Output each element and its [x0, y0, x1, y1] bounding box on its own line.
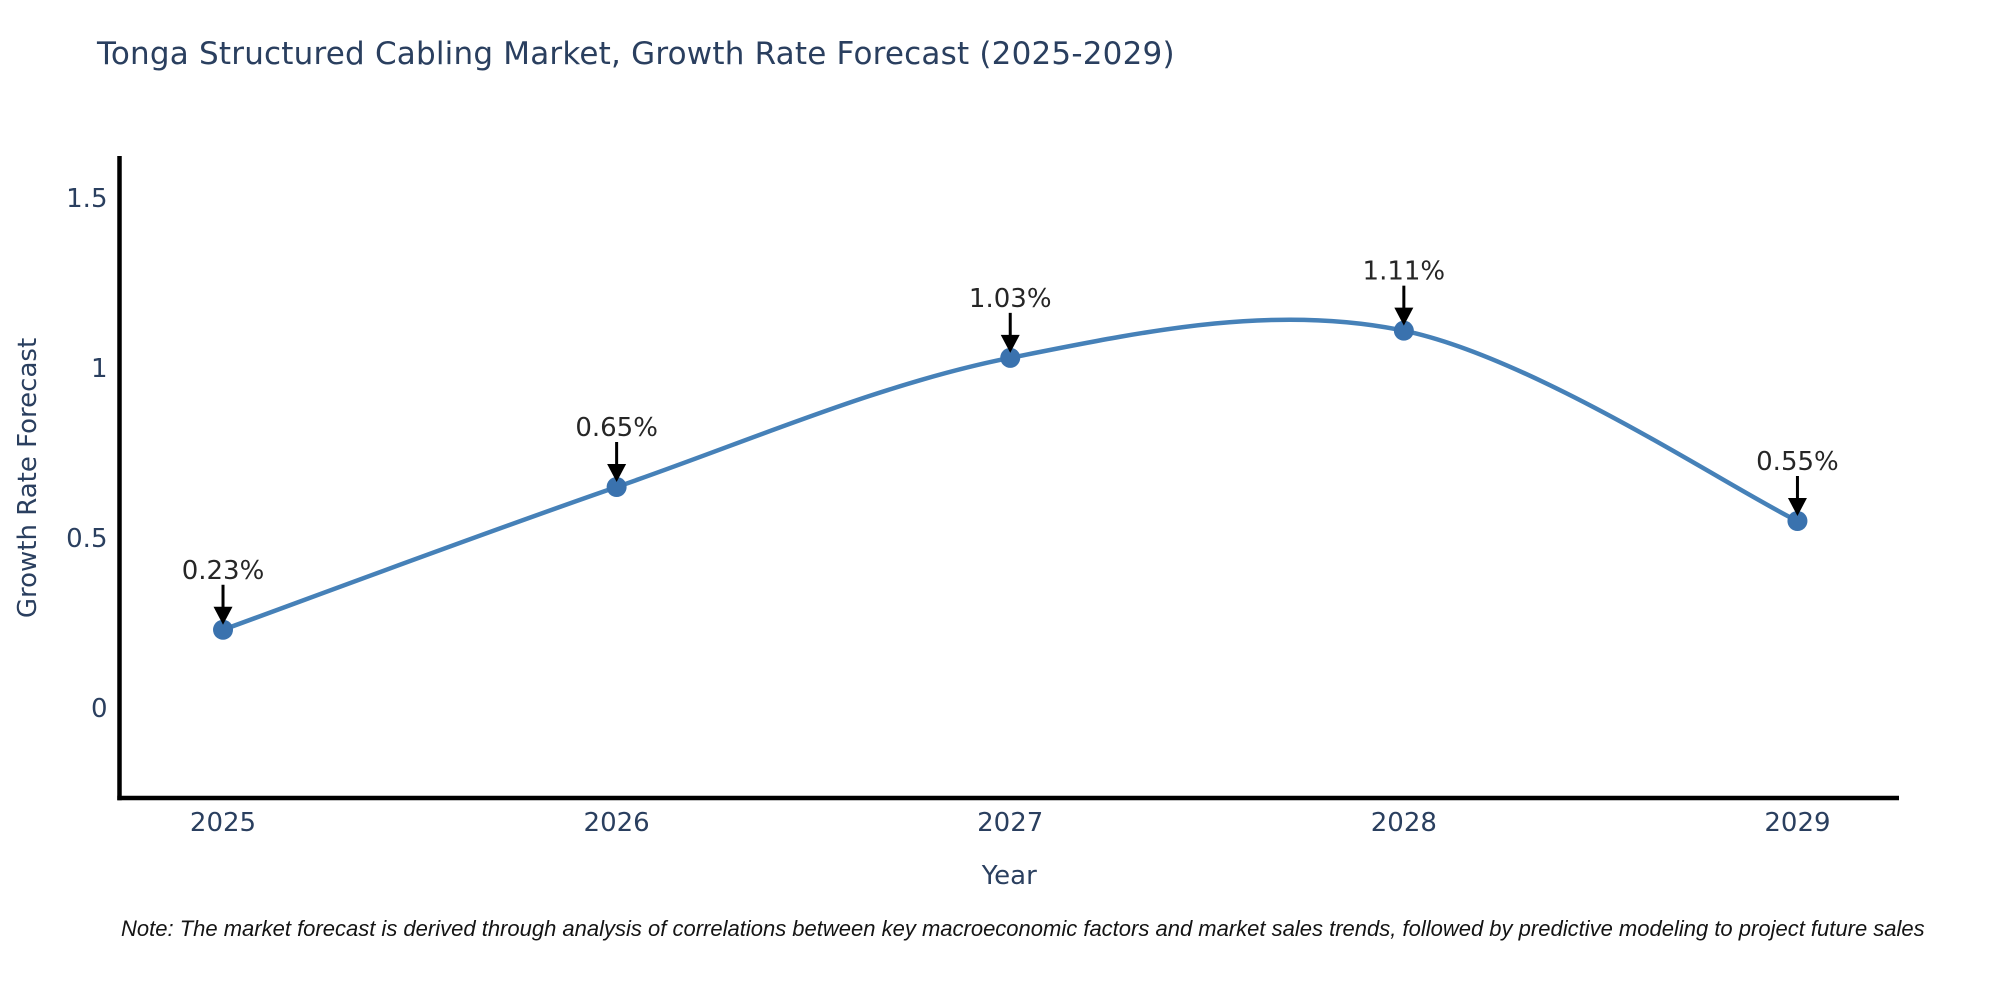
x-tick-label: 2025	[190, 808, 256, 838]
annotation-label: 0.55%	[1756, 447, 1839, 477]
y-tick-label: 0.5	[66, 524, 107, 554]
data-point-marker	[1000, 347, 1021, 368]
data-point-marker	[1393, 320, 1414, 341]
data-point-marker	[213, 619, 234, 640]
chart-title: Tonga Structured Cabling Market, Growth …	[97, 36, 1175, 72]
annotation-arrowhead-icon	[607, 464, 627, 483]
annotation-arrowhead-icon	[1000, 334, 1020, 353]
x-tick-label: 2026	[584, 808, 650, 838]
annotation-label: 0.65%	[575, 413, 658, 443]
annotation-label: 1.11%	[1363, 257, 1446, 287]
x-axis-title: Year	[981, 861, 1037, 891]
data-point-marker	[606, 477, 627, 498]
footnote-text: Note: The market forecast is derived thr…	[121, 916, 1925, 941]
annotation-label: 0.23%	[182, 556, 265, 586]
annotation-arrowhead-icon	[213, 606, 233, 625]
y-tick-label: 0	[91, 694, 108, 724]
annotation-label: 1.03%	[969, 284, 1052, 314]
x-tick-label: 2027	[977, 808, 1043, 838]
x-tick-label: 2029	[1764, 808, 1830, 838]
annotation-arrowhead-icon	[1787, 497, 1807, 516]
y-tick-label: 1	[91, 354, 108, 384]
annotation-arrowhead-icon	[1394, 307, 1414, 326]
data-point-marker	[1787, 510, 1808, 531]
y-axis-title: Growth Rate Forecast	[13, 338, 43, 618]
y-tick-label: 1.5	[66, 184, 107, 214]
x-tick-label: 2028	[1371, 808, 1437, 838]
